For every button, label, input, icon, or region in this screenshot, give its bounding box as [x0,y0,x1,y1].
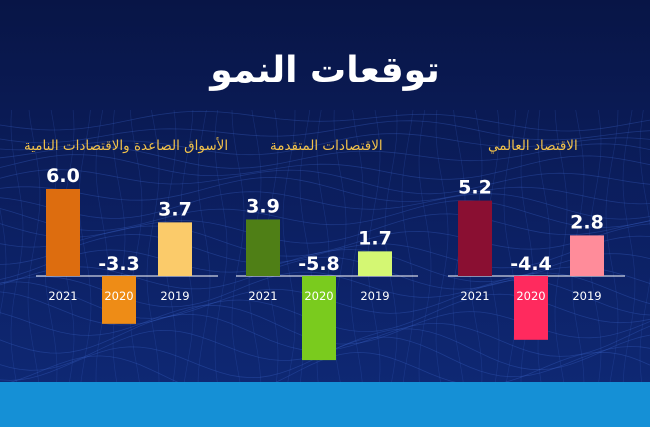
tick-label-world-2020: 2020 [516,289,545,303]
tick-label-advanced-2021: 2021 [248,289,277,303]
tick-label-world-2021: 2021 [460,289,489,303]
tick-label-emerging-2021: 2021 [48,289,77,303]
mesh-line [214,109,228,391]
mesh-line [503,109,517,391]
bar-advanced-2021 [246,219,280,276]
mesh-line [350,109,364,391]
footer-bar [0,382,650,427]
bar-world-2020 [514,276,548,340]
mesh-line [0,176,650,205]
value-label-world-2019: 2.8 [570,211,604,233]
mesh-line [78,109,92,391]
mesh-line [537,109,551,391]
bar-advanced-2020 [302,276,336,361]
panel-title-world: الاقتصاد العالمي [488,138,578,154]
value-label-advanced-2021: 3.9 [246,195,280,217]
tick-label-emerging-2019: 2019 [160,289,189,303]
mesh-line [401,109,415,391]
mesh-line [0,256,650,290]
mesh-line [0,200,650,232]
mesh-line [435,109,449,391]
mesh-line [10,109,24,391]
mesh-line [0,120,650,144]
panel-title-advanced: الاقتصادات المتقدمة [270,138,383,154]
value-label-advanced-2019: 1.7 [358,227,392,249]
mesh-line [520,109,534,391]
mesh-line [0,249,650,283]
value-label-world-2021: 5.2 [458,177,492,199]
page-title: توقعات النمو [210,50,440,91]
mesh-line [384,109,398,391]
value-label-emerging-2020: -3.3 [98,253,140,275]
bar-emerging-2019 [158,222,192,276]
tick-label-advanced-2020: 2020 [304,289,333,303]
mesh-line [0,169,650,195]
mesh-line [129,109,143,391]
mesh-line [0,191,650,220]
mesh-line [0,143,650,169]
mesh-line [282,109,296,391]
mesh-line [418,109,432,391]
mesh-line [0,154,650,180]
tick-label-advanced-2019: 2019 [360,289,389,303]
mesh-line [146,109,160,391]
bar-world-2019 [570,235,604,276]
value-label-emerging-2019: 3.7 [158,198,192,220]
value-label-emerging-2021: 6.0 [46,165,80,187]
panel-title-emerging: الأسواق الصاعدة والاقتصادات النامية [24,138,229,154]
mesh-line [27,109,41,391]
mesh-line [231,109,245,391]
mesh-line [197,109,211,390]
value-label-advanced-2020: -5.8 [298,253,340,275]
mesh-line [44,109,58,391]
mesh-line [112,109,126,391]
mesh-line [622,109,636,391]
tick-label-world-2019: 2019 [572,289,601,303]
mesh-line [0,207,7,317]
mesh-line [0,223,650,257]
bar-advanced-2019 [358,251,392,276]
mesh-line [0,213,650,244]
mesh-line [605,109,619,391]
tick-label-emerging-2020: 2020 [104,289,133,303]
mesh-line [0,133,650,156]
mesh-line [95,109,109,391]
mesh-line [367,109,381,391]
mesh-line [639,109,650,391]
bar-emerging-2021 [46,189,80,276]
bar-emerging-2020 [102,276,136,324]
mesh-line [0,110,650,132]
mesh-line [554,109,568,391]
mesh-line [0,234,650,269]
value-label-world-2020: -4.4 [510,253,552,275]
bar-world-2021 [458,200,492,276]
